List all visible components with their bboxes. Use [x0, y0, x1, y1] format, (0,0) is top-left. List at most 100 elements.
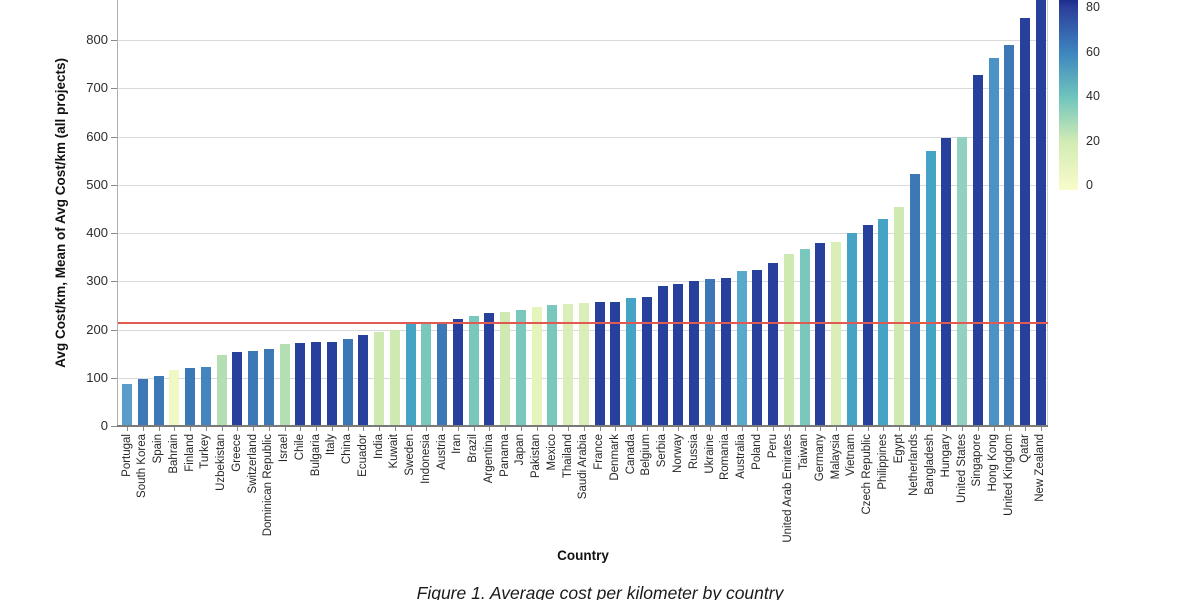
x-tick-mark	[347, 427, 349, 431]
x-tick-mark	[583, 427, 585, 431]
y-tick-label: 800	[86, 32, 108, 48]
bar	[279, 344, 290, 426]
x-tick-mark	[237, 427, 239, 431]
x-tick-mark	[962, 427, 964, 431]
figure-caption: Figure 1. Average cost per kilometer by …	[416, 583, 784, 600]
x-tick-label: Bulgaria	[309, 434, 322, 477]
x-tick-mark	[552, 427, 554, 431]
x-tick-mark	[599, 427, 601, 431]
x-tick-label: Switzerland	[246, 434, 259, 494]
x-tick-mark	[662, 427, 664, 431]
x-tick-mark	[710, 427, 711, 431]
x-tick-label: Portugal	[120, 434, 133, 477]
x-tick-label: Philippines	[876, 434, 889, 490]
bar	[641, 297, 652, 426]
x-tick-mark	[836, 427, 838, 431]
x-tick-mark	[142, 427, 144, 431]
x-tick-mark	[725, 427, 727, 431]
y-tick-label: 300	[86, 273, 108, 289]
x-tick-label: Netherlands	[908, 434, 921, 497]
x-tick-mark	[536, 427, 538, 431]
bar	[342, 338, 353, 426]
bar	[941, 137, 952, 426]
y-tick-mark	[111, 136, 118, 138]
bar	[894, 206, 905, 426]
x-tick-label: Argentina	[482, 434, 495, 484]
x-tick-mark	[757, 427, 759, 431]
y-tick-label: 200	[86, 321, 108, 337]
x-tick-mark	[331, 427, 333, 431]
bar	[169, 370, 180, 426]
x-tick-label: Brazil	[467, 434, 480, 463]
bar	[988, 58, 999, 426]
x-tick-label: Hungary	[939, 434, 952, 478]
y-tick-label: 0	[100, 418, 108, 433]
x-tick-label: Russia	[687, 434, 700, 470]
x-tick-mark	[930, 427, 932, 431]
bar	[720, 277, 731, 426]
x-tick-mark	[205, 427, 207, 431]
x-tick-label: United States	[955, 434, 968, 504]
mean-line	[118, 322, 1048, 325]
x-tick-mark	[946, 427, 948, 431]
y-tick-label: 100	[86, 369, 108, 385]
colorbar-tick-label: 20	[1086, 133, 1100, 148]
x-tick-mark	[899, 427, 901, 431]
colorbar-tick-label: 80	[1086, 0, 1100, 15]
x-tick-mark	[773, 427, 775, 431]
x-tick-label: Thailand	[561, 434, 574, 479]
y-gridline	[118, 136, 1048, 138]
bar	[1004, 44, 1015, 426]
y-tick-mark	[111, 88, 118, 90]
x-tick-label: India	[372, 434, 385, 459]
y-tick-mark	[111, 233, 118, 235]
y-gridline	[118, 184, 1048, 186]
x-tick-label: Hong Kong	[987, 434, 1000, 492]
x-tick-mark	[410, 427, 412, 431]
bar	[925, 151, 936, 426]
bar	[153, 375, 164, 426]
x-tick-mark	[631, 427, 633, 431]
x-tick-label: Indonesia	[419, 434, 432, 484]
x-tick-mark	[457, 427, 459, 431]
bar	[783, 253, 794, 426]
bar	[122, 384, 132, 426]
x-tick-label: Ukraine	[703, 434, 716, 474]
x-tick-label: United Arab Emirates	[782, 434, 795, 543]
x-tick-mark	[174, 427, 176, 431]
x-tick-label: Bangladesh	[924, 434, 937, 495]
bar	[531, 306, 542, 426]
x-tick-label: Uzbekistan	[215, 434, 228, 491]
y-tick-label: 400	[86, 225, 108, 241]
bar	[405, 323, 416, 426]
y-gridline	[118, 281, 1048, 283]
y-gridline	[118, 88, 1048, 90]
x-tick-mark	[851, 427, 853, 431]
x-tick-mark	[426, 427, 428, 431]
x-axis-line	[117, 425, 1048, 427]
x-tick-mark	[788, 427, 790, 431]
bar	[862, 225, 873, 426]
x-tick-mark	[646, 427, 648, 431]
x-tick-label: Singapore	[971, 434, 984, 487]
x-tick-label: Denmark	[608, 434, 621, 481]
bar	[610, 301, 621, 426]
bar	[468, 316, 479, 426]
bar	[216, 355, 227, 426]
bar	[547, 305, 558, 426]
x-tick-label: Peru	[766, 434, 779, 459]
x-tick-label: Bahrain	[167, 434, 180, 474]
colorbar-legend	[1059, 0, 1078, 190]
x-tick-mark	[473, 427, 475, 431]
x-tick-mark	[394, 427, 396, 431]
bar	[594, 302, 605, 426]
y-tick-mark	[111, 184, 118, 186]
x-tick-mark	[914, 427, 916, 431]
bar	[374, 332, 385, 426]
plot-right-border	[1047, 0, 1048, 426]
x-tick-label: Sweden	[404, 434, 417, 476]
x-tick-label: Australia	[735, 434, 748, 479]
bar	[578, 303, 589, 426]
x-tick-mark	[221, 427, 223, 431]
